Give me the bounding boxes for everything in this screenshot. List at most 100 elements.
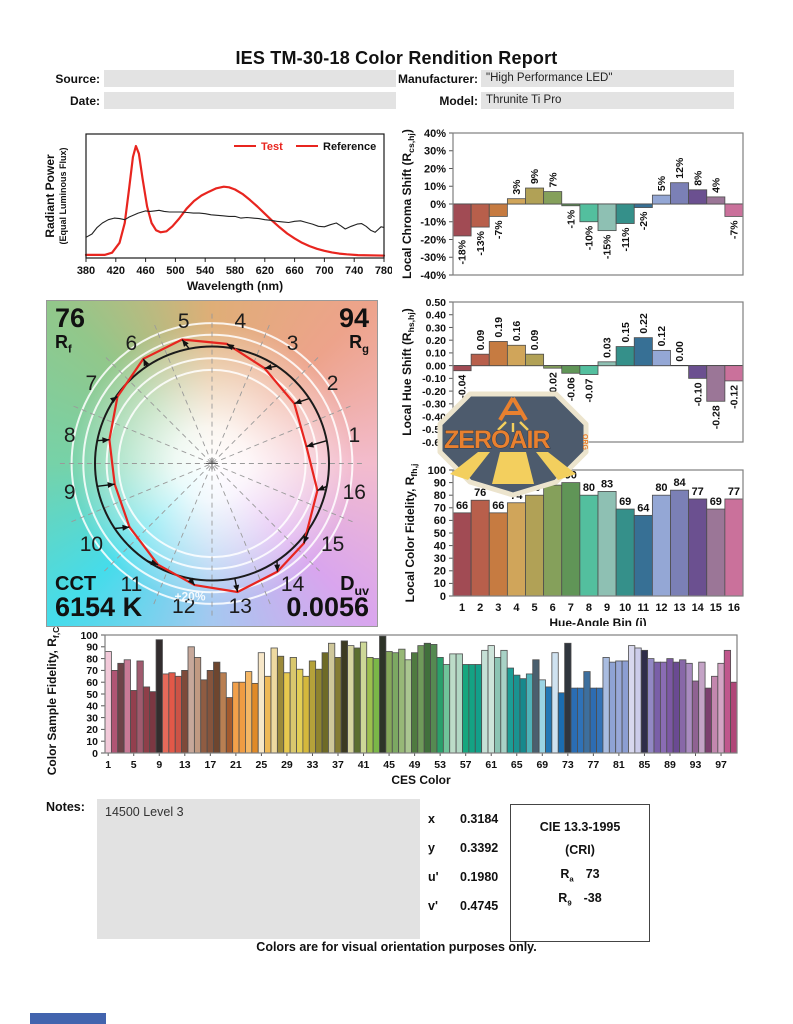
svg-text:30%: 30% [424,146,446,158]
svg-text:5%: 5% [656,175,668,191]
svg-text:8%: 8% [692,170,704,186]
svg-text:Local Color Fidelity, Rfh,j: Local Color Fidelity, Rfh,j [403,464,419,603]
svg-text:-18%: -18% [457,239,469,264]
svg-text:15: 15 [321,533,344,556]
svg-text:20%: 20% [424,163,446,175]
svg-text:17: 17 [204,759,216,771]
svg-text:-0.06: -0.06 [565,377,577,401]
model-value: Thrunite Ti Pro [486,94,562,106]
svg-text:580: 580 [226,265,244,277]
svg-text:80: 80 [655,482,667,494]
svg-text:-0.07: -0.07 [584,378,596,402]
svg-text:-11%: -11% [620,227,632,252]
svg-text:60: 60 [86,677,98,689]
svg-text:69: 69 [710,496,722,508]
svg-text:11: 11 [120,573,142,596]
svg-text:10: 10 [80,533,103,556]
svg-text:620: 620 [256,265,274,277]
zeroair-logo: ZEROAIR ORG [436,390,590,498]
svg-text:660: 660 [285,265,303,277]
spectral-power-distribution-chart: 380 420 460 500 540 580 620 660 700 740 780 Wavelen… [43,133,392,293]
svg-text:Hue-Angle Bin (j): Hue-Angle Bin (j) [549,616,646,626]
cri-standard: CIE 13.3-1995 [539,820,621,834]
svg-text:700: 700 [315,265,333,277]
svg-text:45: 45 [383,759,395,771]
svg-text:-0.10: -0.10 [692,382,704,406]
svg-text:90: 90 [86,642,98,654]
svg-text:6: 6 [550,602,556,614]
svg-text:3: 3 [495,602,501,614]
svg-text:0.09: 0.09 [475,330,487,351]
svg-text:77: 77 [728,486,740,498]
svg-text:80: 80 [86,653,98,665]
svg-text:81: 81 [613,759,625,771]
svg-text:33: 33 [307,759,319,771]
color-vector-graphic: 1 2 3 4 5 6 7 8 9 10 11 12 13 14 15 16 +20% 76 Rf 94 Rg … [46,300,378,627]
logo-wordmark: ZEROAIR [444,426,550,454]
svg-text:-30%: -30% [420,252,446,264]
source-label: Source: [55,72,100,86]
svg-text:Reference: Reference [323,141,376,153]
svg-text:20: 20 [434,566,446,578]
svg-text:-10%: -10% [584,225,596,250]
local-chroma-shift-chart: 40% 30% 20% 10% 0% -10% -20% -30% -40% -18% -13% -7… [400,128,744,282]
svg-text:0.40: 0.40 [426,310,447,322]
svg-text:0.03: 0.03 [602,337,614,358]
chromaticity-v-prime: v' 0.4745 [428,899,499,913]
logo-beams-icon [450,452,576,484]
svg-text:65: 65 [511,759,523,771]
svg-text:3: 3 [287,332,299,355]
svg-text:69: 69 [619,496,631,508]
svg-text:80: 80 [434,490,446,502]
svg-text:Local Chroma Shift (Rcs,hj): Local Chroma Shift (Rcs,hj) [400,129,416,279]
svg-text:16: 16 [343,481,366,504]
svg-text:50: 50 [434,528,446,540]
svg-text:12: 12 [172,595,195,618]
svg-text:-10%: -10% [420,217,446,229]
svg-text:3%: 3% [511,179,523,195]
svg-text:53: 53 [434,759,446,771]
manufacturer-field: "High Performance LED" [481,70,734,87]
svg-text:16: 16 [728,602,740,614]
svg-text:10%: 10% [424,181,446,193]
svg-text:41: 41 [358,759,370,771]
svg-text:8: 8 [586,602,592,614]
svg-text:85: 85 [639,759,651,771]
svg-text:37: 37 [332,759,344,771]
svg-text:83: 83 [601,478,613,490]
svg-text:11: 11 [637,602,649,614]
svg-text:-40%: -40% [420,270,446,282]
svg-text:10: 10 [86,736,98,748]
svg-text:40: 40 [434,540,446,552]
svg-text:0.12: 0.12 [656,326,668,347]
svg-text:0.20: 0.20 [426,335,447,347]
svg-text:5: 5 [532,602,538,614]
svg-text:-0.28: -0.28 [710,405,722,429]
svg-text:-0.30: -0.30 [422,399,446,411]
svg-text:0.10: 0.10 [426,348,447,360]
date-label: Date: [69,94,100,108]
svg-text:13: 13 [179,759,191,771]
model-field: Thrunite Ti Pro [481,92,734,109]
svg-text:9: 9 [156,759,162,771]
svg-text:29: 29 [281,759,293,771]
svg-text:4: 4 [234,310,246,333]
svg-text:4: 4 [513,602,520,614]
duv-value: Duv 0.0056 [286,573,369,623]
svg-text:0.00: 0.00 [426,360,447,372]
svg-text:5: 5 [178,310,190,333]
svg-text:97: 97 [715,759,727,771]
svg-text:0: 0 [440,591,446,603]
svg-text:76: 76 [474,487,486,499]
date-field [104,92,396,109]
svg-text:57: 57 [460,759,472,771]
svg-text:-0.04: -0.04 [457,375,469,399]
svg-text:84: 84 [673,477,686,489]
svg-text:7%: 7% [547,172,559,188]
svg-text:1: 1 [459,602,465,614]
footer-disclaimer: Colors are for visual orientation purpos… [256,940,537,954]
cct-value: CCT 6154 K [55,573,143,623]
svg-text:7: 7 [86,372,98,395]
svg-text:40: 40 [86,701,98,713]
